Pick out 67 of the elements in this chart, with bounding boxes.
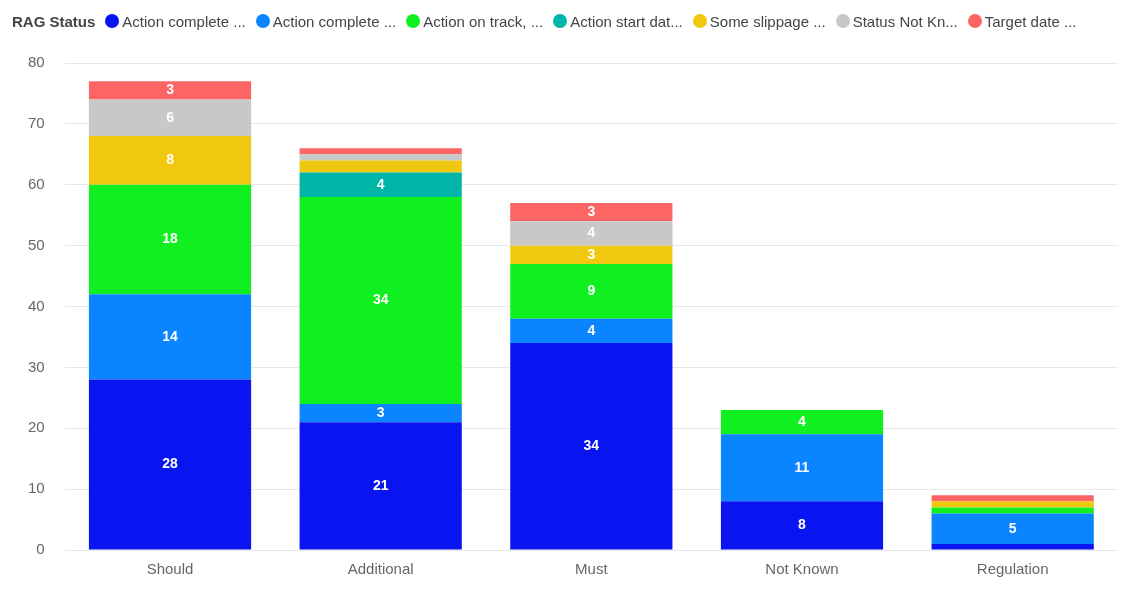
- y-tick-label: 20: [28, 418, 45, 436]
- bar: [299, 403, 462, 423]
- bar: [88, 99, 252, 137]
- bar: [720, 434, 884, 502]
- legend-label: Some slippage ...: [709, 12, 826, 30]
- bar: [510, 245, 673, 264]
- data-label: 34: [372, 291, 389, 308]
- bar: [299, 172, 462, 197]
- bar: [510, 263, 673, 319]
- data-label: 21: [372, 476, 389, 493]
- data-label: 3: [166, 81, 175, 98]
- bar: [931, 507, 1094, 514]
- x-tick-label: Should: [146, 560, 194, 578]
- data-label: 5: [1008, 519, 1017, 536]
- legend-label: Action start dat...: [570, 12, 683, 30]
- data-label: 4: [798, 413, 807, 430]
- data-label: 9: [587, 282, 596, 299]
- data-label: 3: [587, 245, 596, 262]
- legend-title: RAG Status: [12, 12, 96, 30]
- bar: [299, 160, 462, 173]
- bar: [299, 196, 462, 404]
- data-label: 18: [162, 230, 179, 247]
- y-tick-label: 70: [28, 114, 45, 132]
- x-tick-label: Additional: [347, 560, 414, 578]
- y-tick-label: 10: [28, 479, 45, 497]
- bar: [299, 154, 462, 161]
- bar: [931, 501, 1094, 508]
- legend-label: Action complete ...: [122, 12, 246, 30]
- bar: [720, 501, 884, 550]
- y-tick-label: 0: [36, 540, 45, 558]
- legend-label: Action complete ...: [272, 12, 397, 30]
- bar: [720, 409, 884, 435]
- bar: [931, 495, 1094, 502]
- legend-label: Action on track, ...: [423, 12, 544, 30]
- data-label: 14: [162, 327, 179, 344]
- data-label: 8: [166, 151, 175, 168]
- y-tick-label: 60: [28, 174, 45, 192]
- y-tick-label: 80: [28, 53, 45, 71]
- y-tick-label: 40: [28, 296, 45, 314]
- data-label: 34: [583, 437, 600, 454]
- bar: [510, 203, 673, 222]
- data-label: 8: [798, 516, 807, 533]
- data-label: 4: [376, 175, 385, 192]
- bar: [88, 379, 252, 550]
- bar: [88, 184, 252, 295]
- data-label: 28: [162, 455, 179, 472]
- bar: [931, 543, 1094, 550]
- bar: [88, 136, 252, 185]
- y-tick-label: 30: [28, 357, 45, 375]
- bar: [88, 81, 252, 100]
- x-tick-label: Regulation: [976, 560, 1049, 578]
- x-tick-label: Must: [575, 560, 609, 578]
- y-tick-label: 50: [28, 235, 45, 253]
- data-label: 4: [587, 321, 596, 338]
- legend-label: Target date ...: [984, 12, 1077, 30]
- bar: [299, 148, 462, 155]
- legend-label: Status Not Kn...: [852, 12, 958, 30]
- data-label: 3: [376, 403, 385, 420]
- bar: [88, 294, 252, 380]
- data-label: 11: [794, 458, 810, 475]
- x-tick-label: Not Known: [765, 560, 839, 578]
- bar: [931, 513, 1094, 544]
- bar: [510, 343, 673, 550]
- bar: [299, 422, 462, 550]
- data-label: 3: [587, 203, 596, 219]
- bar: [510, 221, 673, 246]
- bar: [510, 318, 673, 344]
